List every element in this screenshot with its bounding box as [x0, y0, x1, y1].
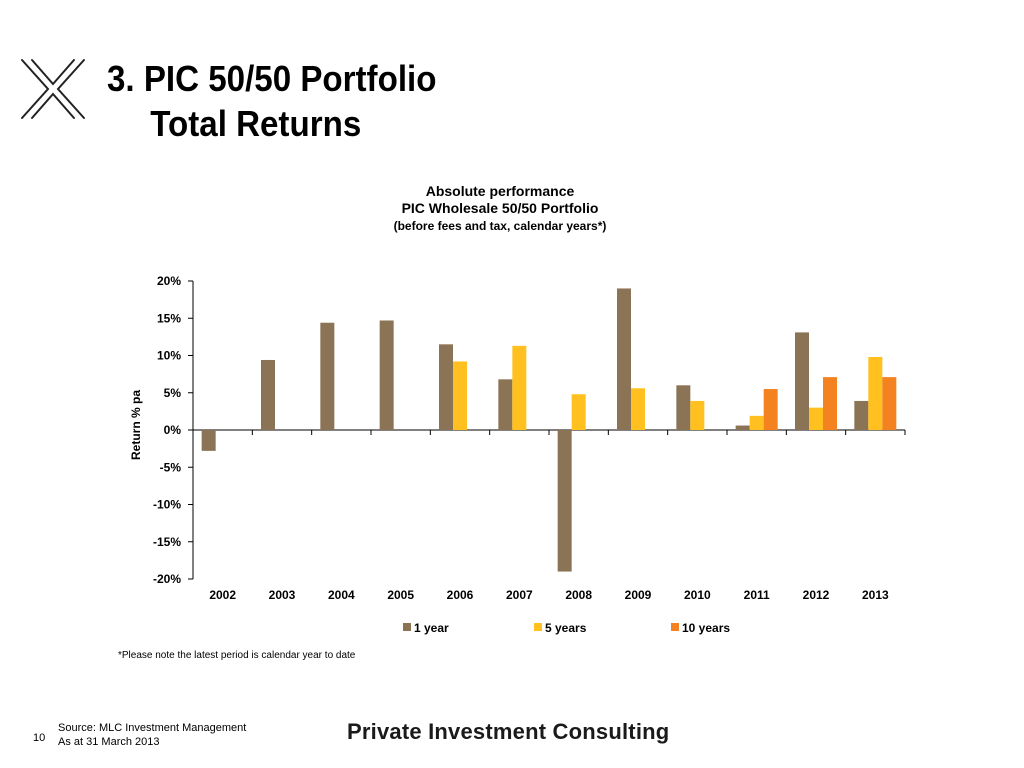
y-tick-label: 20% — [157, 274, 181, 288]
legend-swatch — [403, 623, 411, 631]
bar — [320, 322, 335, 430]
legend-label: 10 years — [682, 621, 730, 635]
x-tick-label: 2010 — [684, 588, 711, 602]
y-tick-label: -10% — [153, 498, 181, 512]
bar — [676, 385, 691, 430]
x-tick-label: 2003 — [269, 588, 296, 602]
source-line: Source: MLC Investment Management — [58, 722, 247, 734]
as-at-line: As at 31 March 2013 — [58, 736, 160, 748]
bar — [763, 389, 778, 430]
x-tick-label: 2013 — [862, 588, 889, 602]
chart-title: Absolute performance — [426, 183, 575, 199]
bar — [882, 377, 897, 430]
x-tick-label: 2009 — [625, 588, 652, 602]
bar — [868, 356, 883, 430]
footnote: *Please note the latest period is calend… — [118, 650, 356, 661]
x-tick-label: 2005 — [387, 588, 414, 602]
x-tick-label: 2004 — [328, 588, 355, 602]
bar — [571, 394, 586, 430]
bar — [512, 345, 527, 430]
bar — [617, 288, 631, 430]
x-tick-label: 2007 — [506, 588, 533, 602]
bar — [749, 415, 764, 430]
page-number: 10 — [33, 732, 46, 744]
legend-label: 1 year — [414, 621, 449, 635]
x-tick-label: 2012 — [803, 588, 830, 602]
bar — [201, 430, 216, 451]
x-tick-label: 2011 — [744, 588, 770, 602]
legend-swatch — [671, 623, 679, 631]
y-tick-label: 0% — [164, 423, 182, 437]
bar — [261, 359, 275, 430]
bar — [453, 361, 467, 430]
x-tick-label: 2008 — [565, 588, 592, 602]
y-axis-label: Return % pa — [129, 390, 143, 460]
source-note: Source: MLC Investment Management As at … — [58, 721, 246, 749]
y-tick-label: 10% — [157, 349, 181, 363]
y-tick-label: -20% — [153, 572, 181, 586]
bar — [379, 320, 394, 430]
plot-area: 20% 15% 10% 5% 0% -5% -10% -15% -20% 2002 2003 2004… — [153, 274, 906, 602]
bar — [735, 425, 750, 430]
x-tick-label: 2002 — [209, 588, 236, 602]
chart-legend: 1 year 5 years 10 years — [403, 621, 730, 635]
legend-label: 5 years — [545, 621, 587, 635]
y-tick-label: -5% — [160, 460, 182, 474]
bar — [823, 377, 837, 430]
bar — [809, 407, 823, 430]
chart-subtitle2: (before fees and tax, calendar years*) — [394, 219, 607, 233]
y-tick-label: 5% — [164, 386, 182, 400]
bar — [854, 400, 869, 430]
bar — [439, 344, 453, 430]
chart-subtitle: PIC Wholesale 50/50 Portfolio — [402, 200, 599, 216]
brand-wordmark: Private Investment Consulting — [347, 719, 670, 744]
slide-title-line2: Total Returns — [150, 103, 362, 144]
bar — [690, 400, 705, 430]
legend-swatch — [534, 623, 542, 631]
y-tick-label: -15% — [153, 535, 181, 549]
bar — [631, 388, 645, 430]
y-tick-label: 15% — [157, 311, 181, 325]
bar — [557, 430, 572, 572]
company-logo-icon — [21, 59, 85, 119]
x-tick-label: 2006 — [447, 588, 474, 602]
bar — [795, 332, 809, 430]
slide-title: 3. PIC 50/50 Portfolio Total Returns — [107, 56, 436, 146]
bar — [498, 379, 513, 430]
slide-title-line1: 3. PIC 50/50 Portfolio — [107, 58, 437, 99]
